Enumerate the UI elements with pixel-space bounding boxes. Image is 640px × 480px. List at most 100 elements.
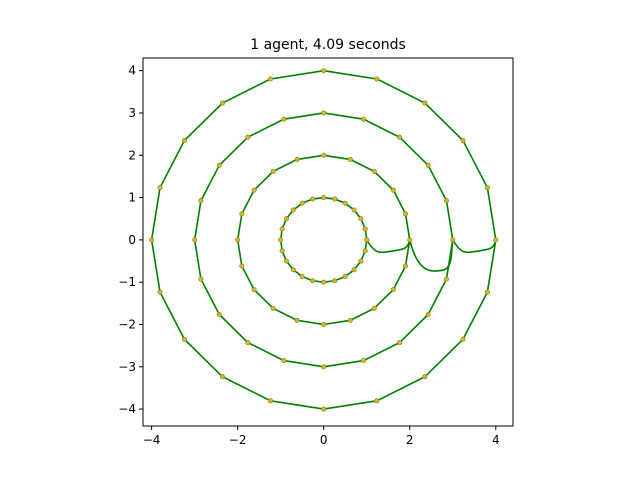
x-tick-label: −4 (143, 433, 161, 447)
waypoint-marker (235, 237, 241, 243)
waypoint-marker (361, 116, 367, 122)
y-tick-label: −4 (118, 402, 136, 416)
waypoint-marker (390, 287, 396, 293)
waypoint-marker (290, 207, 296, 213)
x-axis: −4 −2 0 2 4 (143, 426, 500, 447)
waypoint-marker (321, 68, 327, 74)
waypoint-marker (279, 226, 285, 232)
waypoint-marker (251, 187, 257, 193)
waypoint-marker (425, 162, 431, 168)
waypoint-marker (216, 162, 222, 168)
waypoint-marker (290, 267, 296, 273)
transition-path (366, 239, 411, 254)
transition-path (408, 239, 454, 272)
x-tick-label: 2 (406, 433, 414, 447)
chart-title: 1 agent, 4.09 seconds (250, 37, 406, 53)
waypoint-marker (403, 263, 409, 269)
waypoint-marker (321, 406, 327, 412)
waypoint-marker (332, 196, 338, 202)
waypoint-marker (270, 168, 276, 174)
y-tick-label: 0 (128, 233, 136, 247)
waypoint-marker (251, 287, 257, 293)
waypoint-marker (270, 305, 276, 311)
waypoint-marker (347, 317, 353, 323)
waypoint-marker (321, 195, 327, 201)
waypoint-marker (484, 289, 490, 295)
waypoint-marker (281, 116, 287, 122)
x-tick-label: 4 (492, 433, 500, 447)
waypoint-marker (358, 216, 364, 222)
waypoint-marker (310, 278, 316, 284)
waypoint-marker (425, 311, 431, 317)
waypoint-marker (299, 274, 305, 280)
waypoint-marker (281, 358, 287, 364)
waypoint-marker (192, 237, 198, 243)
waypoint-marker (294, 317, 300, 323)
y-tick-label: −2 (118, 317, 136, 331)
waypoint-marker (397, 340, 403, 346)
axes-frame (142, 57, 514, 427)
waypoint-marker (321, 364, 327, 370)
waypoint-marker (321, 321, 327, 327)
waypoint-marker (283, 216, 289, 222)
waypoint-marker (157, 289, 163, 295)
waypoint-marker (157, 185, 163, 191)
waypoint-marker (198, 198, 204, 204)
waypoint-marker (283, 258, 289, 264)
y-tick-label: −3 (118, 360, 136, 374)
waypoint-marker (362, 248, 368, 254)
waypoint-marker (351, 267, 357, 273)
waypoint-marker (181, 336, 187, 342)
waypoint-marker (351, 207, 357, 213)
waypoint-marker (268, 398, 274, 404)
x-tick-label: −2 (229, 433, 247, 447)
waypoint-marker (422, 374, 428, 380)
waypoint-marker (220, 100, 226, 106)
waypoint-marker (390, 187, 396, 193)
waypoint-marker (443, 198, 449, 204)
waypoint-marker (484, 185, 490, 191)
waypoint-marker (310, 196, 316, 202)
waypoint-marker (342, 274, 348, 280)
waypoint-marker (493, 237, 499, 243)
waypoint-marker (403, 211, 409, 217)
y-tick-label: 1 (128, 191, 136, 205)
waypoint-marker (450, 237, 456, 243)
waypoint-marker (239, 263, 245, 269)
waypoint-marker (407, 237, 413, 243)
plot-area (149, 68, 499, 412)
transition-path (452, 239, 497, 254)
y-axis: −4 −3 −2 −1 0 1 2 3 4 (118, 64, 143, 416)
waypoint-marker (397, 134, 403, 140)
y-tick-label: 2 (128, 148, 136, 162)
waypoint-marker (278, 237, 284, 243)
waypoint-marker (216, 311, 222, 317)
waypoint-marker (371, 305, 377, 311)
x-tick-label: 0 (320, 433, 328, 447)
waypoint-marker (422, 100, 428, 106)
waypoint-marker (279, 248, 285, 254)
waypoint-marker (294, 156, 300, 162)
waypoint-marker (245, 340, 251, 346)
waypoint-marker (220, 374, 226, 380)
ring-path-r2 (236, 154, 411, 326)
waypoint-marker (364, 237, 370, 243)
waypoint-marker (332, 278, 338, 284)
waypoint-marker (361, 358, 367, 364)
waypoint-marker (299, 200, 305, 206)
waypoint-marker (358, 258, 364, 264)
waypoint-marker (321, 152, 327, 158)
waypoint-marker (321, 279, 327, 285)
waypoint-marker (374, 76, 380, 82)
waypoint-marker (342, 200, 348, 206)
waypoint-marker (149, 237, 155, 243)
waypoint-marker (268, 76, 274, 82)
waypoint-marker (374, 398, 380, 404)
y-tick-label: 4 (128, 64, 136, 78)
y-tick-label: −1 (118, 275, 136, 289)
y-tick-label: 3 (128, 106, 136, 120)
waypoint-marker (371, 168, 377, 174)
waypoint-marker (239, 211, 245, 217)
waypoint-marker (362, 226, 368, 232)
waypoint-marker (443, 276, 449, 282)
